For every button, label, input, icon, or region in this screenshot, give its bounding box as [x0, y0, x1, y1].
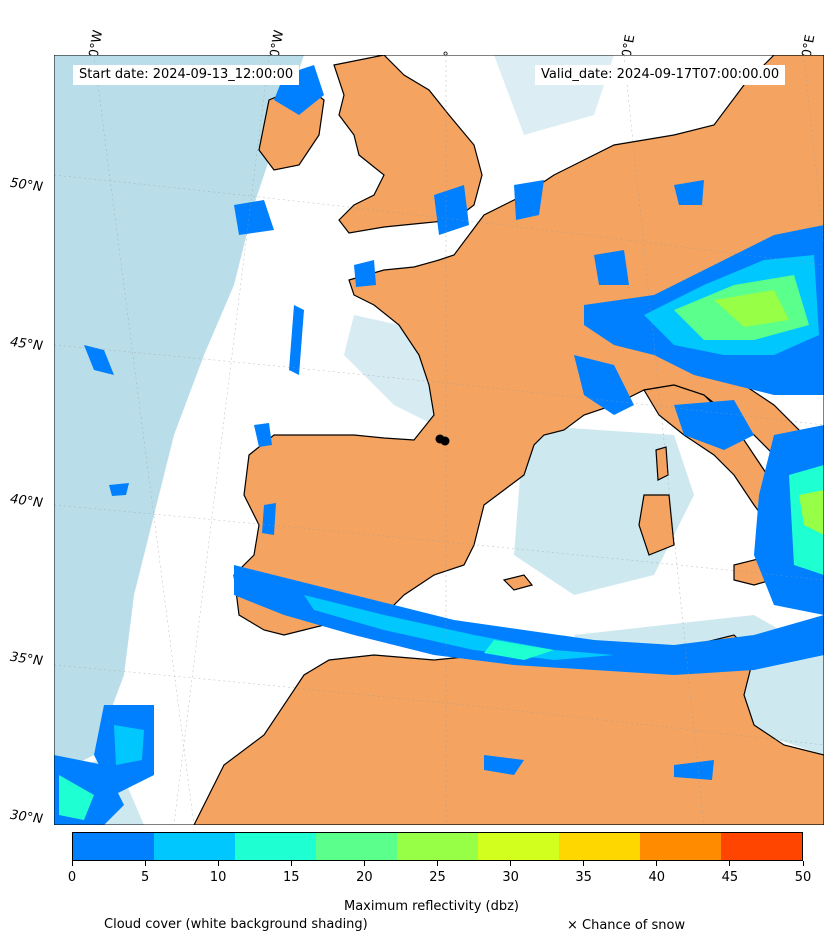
colorbar-tick-label: 15: [283, 870, 300, 885]
colorbar-segment: [235, 833, 316, 860]
colorbar-tick: [656, 861, 658, 866]
colorbar-tick: [437, 861, 438, 866]
reflectivity-colorbar: [72, 832, 803, 861]
colorbar-segment: [478, 833, 559, 860]
colorbar-tick: [217, 861, 219, 866]
colorbar-tick-label: 10: [209, 870, 227, 885]
lat-label-30n: 30°N: [9, 807, 44, 828]
lat-label-40n: 40°N: [9, 491, 44, 512]
colorbar-segment: [397, 833, 478, 860]
great-britain: [333, 55, 483, 234]
colorbar-segment: [316, 833, 397, 860]
weather-map: [54, 55, 824, 825]
colorbar-tick-label: 25: [429, 870, 446, 885]
lat-label-50n: 50°N: [9, 175, 44, 196]
snow-markers: [435, 434, 450, 446]
reflectivity-patches: [54, 65, 824, 825]
colorbar-tick: [510, 861, 512, 866]
colorbar-tick-label: 20: [356, 870, 373, 885]
snow-legend: × Chance of snow: [567, 918, 686, 933]
colorbar-segment: [721, 833, 802, 860]
colorbar-segment: [559, 833, 640, 860]
valid-date-label: Valid_date: 2024-09-17T07:00:00.00: [535, 65, 786, 85]
cloud-cover-legend: Cloud cover (white background shading): [104, 917, 368, 932]
balearic: [502, 574, 534, 591]
colorbar-tick-label: 5: [140, 870, 150, 885]
colorbar-tick: [144, 861, 146, 866]
colorbar-tick-label: 50: [794, 870, 812, 885]
colorbar-tick: [583, 861, 585, 866]
sardinia: [638, 494, 675, 556]
colorbar-tick-label: 35: [575, 870, 592, 885]
colorbar-tick: [729, 861, 731, 866]
colorbar-tick-label: 0: [67, 870, 77, 885]
corsica: [655, 446, 669, 481]
colorbar-tick: [802, 861, 804, 866]
lat-label-45n: 45°N: [9, 334, 44, 355]
continent: [233, 55, 824, 636]
colorbar-label: Maximum reflectivity (dbz): [344, 899, 519, 914]
colorbar-tick: [71, 861, 73, 866]
colorbar-segment: [73, 833, 154, 860]
colorbar-segment: [640, 833, 721, 860]
colorbar-tick-label: 45: [721, 870, 739, 885]
colorbar-tick: [290, 861, 292, 866]
colorbar-segment: [154, 833, 235, 860]
colorbar-tick-label: 40: [648, 870, 666, 885]
colorbar-tick-label: 30: [502, 870, 519, 885]
land: [193, 55, 824, 825]
colorbar-tick: [363, 861, 365, 866]
start-date-label: Start date: 2024-09-13_12:00:00: [73, 65, 300, 85]
lat-label-35n: 35°N: [9, 649, 44, 670]
